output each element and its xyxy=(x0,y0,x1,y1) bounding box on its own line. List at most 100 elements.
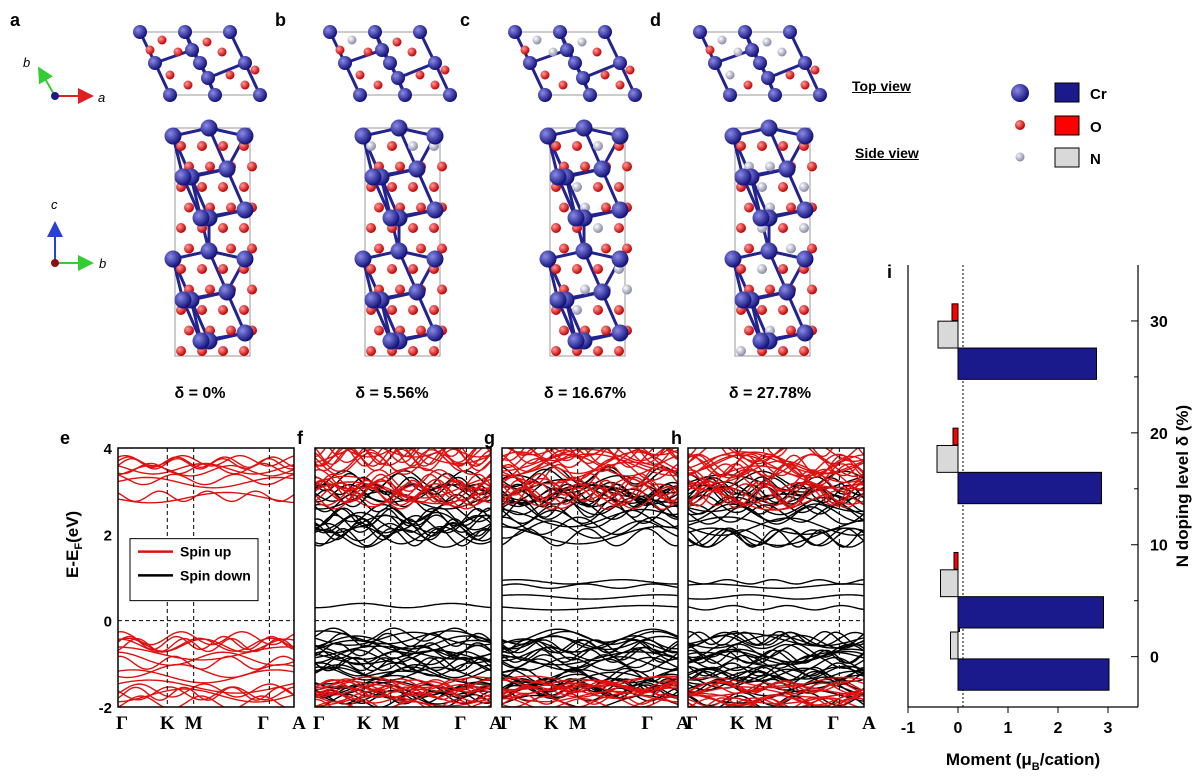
panel-label-d: d xyxy=(650,10,661,30)
spin-down-band xyxy=(502,527,678,547)
o-atom xyxy=(373,80,383,90)
spin-up-band xyxy=(688,682,864,695)
panel-label-c: c xyxy=(460,10,471,30)
spin-up-band xyxy=(315,486,491,510)
o-atom xyxy=(176,346,186,356)
side-view-axes-indicator: c b xyxy=(47,197,106,271)
o-atom xyxy=(197,141,207,151)
legend-cr: Cr xyxy=(1090,86,1107,103)
spin-down-band xyxy=(315,650,491,665)
cr-atom xyxy=(598,25,612,39)
kpoint-label: Γ xyxy=(116,713,128,734)
cr-atom xyxy=(611,201,629,219)
cr-atom xyxy=(382,332,400,350)
o-atom xyxy=(778,141,788,151)
spin-up-label: Spin up xyxy=(180,544,231,560)
o-atom xyxy=(240,80,250,90)
cr-atom xyxy=(613,56,627,70)
o-atom xyxy=(429,182,439,192)
spin-up-band xyxy=(688,480,864,504)
n-atom xyxy=(757,264,767,274)
o-atom xyxy=(366,346,376,356)
spin-up-band xyxy=(502,676,678,689)
cr-atom xyxy=(375,43,389,57)
o-atom xyxy=(614,223,624,233)
spin-down-band xyxy=(688,662,864,677)
spin-up-band xyxy=(118,464,294,477)
spin-down-band xyxy=(315,656,491,672)
spin-down-band xyxy=(502,656,678,671)
cr-atom xyxy=(553,25,567,39)
o-atom xyxy=(239,182,249,192)
o-atom xyxy=(374,202,384,213)
spin-up-band xyxy=(726,448,864,463)
o-atom xyxy=(786,202,796,213)
gap-state-band xyxy=(688,578,864,585)
n-atom xyxy=(548,47,558,57)
spin-down-band xyxy=(315,514,491,534)
spin-up-band xyxy=(315,690,491,703)
cr-atom xyxy=(752,209,770,227)
spin-up-band xyxy=(118,473,294,486)
o-atom xyxy=(335,45,345,55)
o-atom xyxy=(572,141,582,151)
o-atom xyxy=(239,223,249,233)
spin-down-band xyxy=(688,632,864,647)
cr-atom xyxy=(164,127,182,145)
cr-moment-bar xyxy=(957,658,1110,691)
o-atom xyxy=(551,223,561,233)
o-atom xyxy=(778,223,788,233)
spin-down-band xyxy=(315,630,491,645)
o-atom xyxy=(218,305,228,315)
cr-moment-bar xyxy=(957,471,1102,505)
cr-atom xyxy=(192,332,210,350)
o-atom xyxy=(225,70,235,80)
spin-up-band xyxy=(315,676,491,689)
o-atom xyxy=(551,264,561,274)
kpoint-label: Γ xyxy=(500,713,512,734)
cr-atom xyxy=(549,291,567,309)
cr-atom xyxy=(798,56,812,70)
cr-atom xyxy=(192,209,210,227)
band-panel-0: Γ K M Γ A Spin up Spin down xyxy=(116,447,306,734)
spin-up-band xyxy=(315,695,491,707)
spin-down-band xyxy=(688,649,864,665)
o-atom xyxy=(440,65,450,75)
gap-state-band xyxy=(502,604,678,611)
spin-up-band xyxy=(688,676,864,689)
o-atom xyxy=(226,202,236,213)
spin-down-band xyxy=(315,476,491,496)
cr-atom xyxy=(724,250,742,268)
n-atom xyxy=(580,284,590,295)
panel-label-a: a xyxy=(10,10,21,30)
o-atom xyxy=(429,346,439,356)
cr-atom xyxy=(567,209,585,227)
o-atom xyxy=(250,65,260,75)
x-tick-label: 3 xyxy=(1104,720,1113,737)
spin-up-band xyxy=(315,466,491,490)
o-atom xyxy=(580,161,590,172)
spin-up-band xyxy=(315,448,491,473)
band-ytick: 4 xyxy=(104,441,113,458)
n-atom xyxy=(777,47,787,57)
delta-label-3: δ = 27.78% xyxy=(728,385,812,402)
cr-atom xyxy=(408,283,426,301)
cr-atom xyxy=(611,127,629,145)
o-atom xyxy=(600,70,610,80)
spin-down-band xyxy=(688,666,864,681)
spin-down-band xyxy=(315,627,491,642)
cr-atom xyxy=(693,25,707,39)
cr-atom xyxy=(593,283,611,301)
o-atom xyxy=(226,243,236,254)
spin-up-band xyxy=(502,487,678,511)
n-atom xyxy=(572,305,582,315)
cr-atom xyxy=(426,201,444,219)
o-atom xyxy=(736,141,746,151)
n-atom xyxy=(532,35,542,45)
o-atom xyxy=(800,80,810,90)
spin-up-band xyxy=(510,448,667,465)
spin-up-band xyxy=(118,651,294,666)
kpoint-label: Γ xyxy=(313,713,325,734)
o-atom xyxy=(217,47,227,57)
o-atom xyxy=(559,202,569,213)
